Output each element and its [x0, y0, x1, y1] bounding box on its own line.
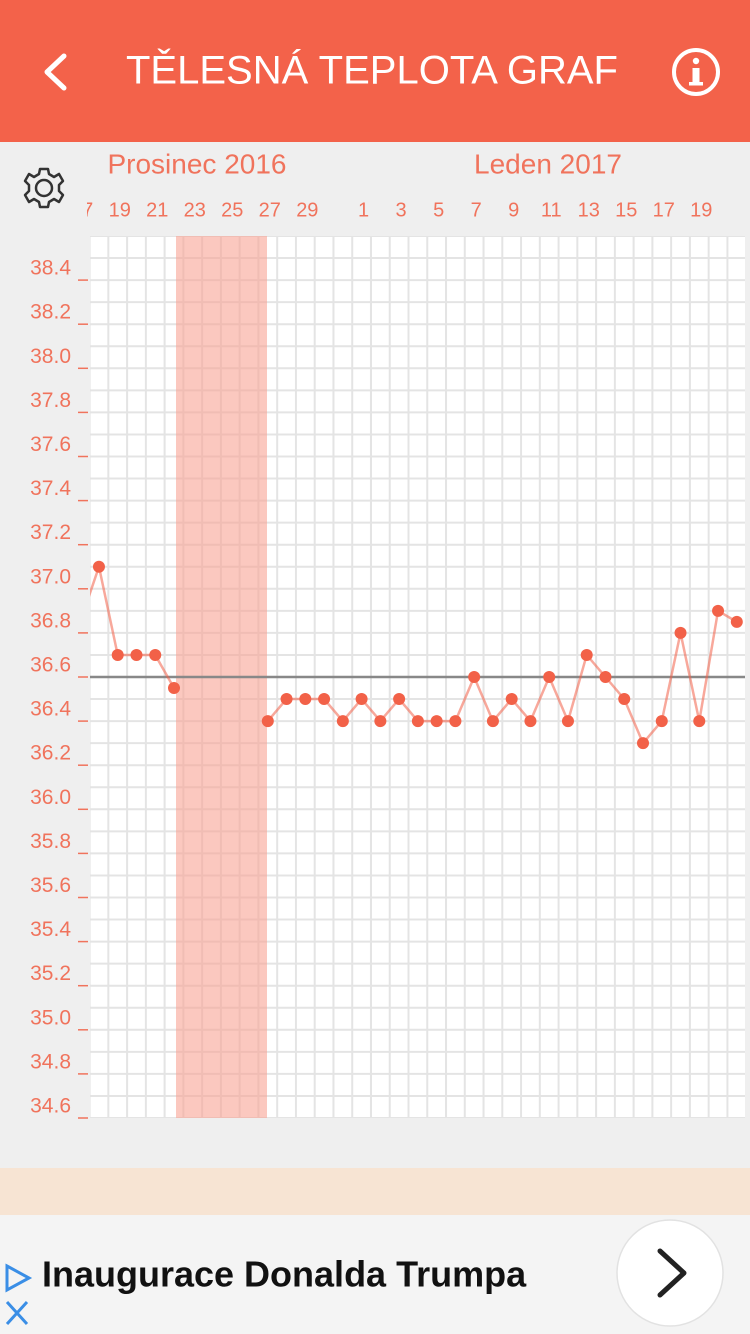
x-tick-label: 13 — [578, 199, 600, 221]
temperature-point — [280, 693, 293, 706]
x-tick-label: 21 — [146, 199, 168, 221]
y-tick-label: 34.6 — [30, 1095, 71, 1118]
y-tick-label: 36.6 — [30, 654, 71, 677]
temperature-point — [374, 715, 387, 728]
ad-button-arrow — [657, 1248, 687, 1298]
y-tick-label: 37.6 — [30, 433, 71, 456]
info-button[interactable] — [672, 48, 720, 96]
x-tick-label: 5 — [433, 199, 444, 221]
temperature-point — [318, 693, 331, 706]
y-tick-label: 37.8 — [30, 389, 71, 412]
month-label: Prosinec 2016 — [107, 148, 286, 179]
x-tick-label: 7 — [471, 199, 482, 221]
temperature-point — [74, 616, 86, 628]
x-tick-label: 11 — [541, 199, 562, 221]
y-tick-label: 35.2 — [30, 962, 71, 985]
y-tick-label: 38.4 — [30, 257, 71, 280]
temperature-point — [712, 604, 725, 617]
y-tick-label: 34.8 — [30, 1050, 71, 1073]
x-tick-label: 19 — [690, 199, 712, 221]
temperature-point — [92, 560, 105, 573]
x-tick-label: 1 — [358, 199, 369, 221]
header-bar — [0, 0, 750, 142]
y-tick-label: 35.6 — [30, 874, 71, 897]
temperature-point — [168, 682, 180, 695]
footer-band — [0, 1168, 750, 1215]
temperature-point — [618, 693, 631, 706]
temperature-point — [580, 648, 593, 661]
temperature-point — [449, 715, 462, 728]
temperature-point — [543, 671, 556, 683]
y-tick-label: 36.0 — [30, 786, 71, 809]
ad-button[interactable] — [616, 1219, 724, 1327]
ad-close-icon[interactable] — [5, 1300, 29, 1326]
plot — [74, 560, 745, 750]
y-tick-label: 36.4 — [30, 698, 71, 721]
y-tick-label: 35.0 — [30, 1006, 71, 1029]
temperature-point — [130, 648, 143, 661]
temperature-point — [355, 693, 368, 706]
temperature-point — [486, 715, 499, 728]
y-tick-label: 36.8 — [30, 609, 71, 632]
temperature-point — [505, 693, 518, 706]
temperature-point — [111, 648, 124, 661]
x-tick-label: 19 — [109, 199, 131, 221]
y-tick-label: 37.4 — [30, 477, 71, 500]
x-tick-label: 17 — [71, 199, 93, 221]
temperature-point — [524, 715, 537, 728]
ad-text: Inaugurace Donalda Trumpa — [42, 1254, 527, 1295]
temperature-point — [299, 693, 312, 706]
x-tick-label: 9 — [508, 199, 519, 221]
temperature-point — [693, 715, 706, 728]
y-tick-label: 37.0 — [30, 565, 71, 588]
temperature-point — [261, 715, 274, 728]
temperature-point — [411, 715, 424, 728]
y-tick-label: 35.8 — [30, 830, 71, 853]
y-axis: 38.4 38.2 38.0 37.8 37.6 37.4 37.2 37.0 36.8 36.6… — [30, 257, 88, 1119]
x-tick-label: 15 — [615, 199, 637, 221]
y-tick-label: 35.4 — [30, 918, 71, 941]
x-tick-label: 17 — [653, 199, 675, 221]
day-labels: 17 19 21 23 25 27 29 1 3 5 7 9 11 13 15 17 19 — [71, 199, 712, 221]
settings-button[interactable] — [23, 167, 65, 209]
x-tick-label: 23 — [184, 199, 206, 221]
y-tick-label: 38.0 — [30, 345, 71, 368]
ad-play-icon — [5, 1263, 33, 1293]
x-tick-label: 29 — [296, 199, 318, 221]
back-button[interactable] — [44, 53, 67, 91]
y-tick-label: 37.2 — [30, 521, 71, 544]
temperature-point — [561, 715, 574, 728]
x-tick-label: 3 — [396, 199, 407, 221]
temperature-point — [599, 671, 612, 683]
temperature-point — [430, 715, 443, 728]
temperature-point — [637, 737, 649, 750]
y-tick-label: 36.2 — [30, 742, 71, 765]
x-tick-label: 27 — [259, 199, 281, 221]
x-tick-label: 25 — [221, 199, 243, 221]
temperature-point — [336, 715, 349, 728]
month-label: Leden 2017 — [474, 148, 622, 179]
temperature-point — [468, 671, 481, 683]
temperature-point — [674, 626, 687, 639]
header-title: TĚLESNÁ TEPLOTA GRAF — [126, 48, 618, 93]
temperature-point — [655, 715, 668, 728]
temperature-point — [149, 648, 162, 661]
temperature-point — [393, 693, 406, 706]
y-tick-label: 38.2 — [30, 301, 71, 324]
temperature-point — [730, 615, 743, 628]
